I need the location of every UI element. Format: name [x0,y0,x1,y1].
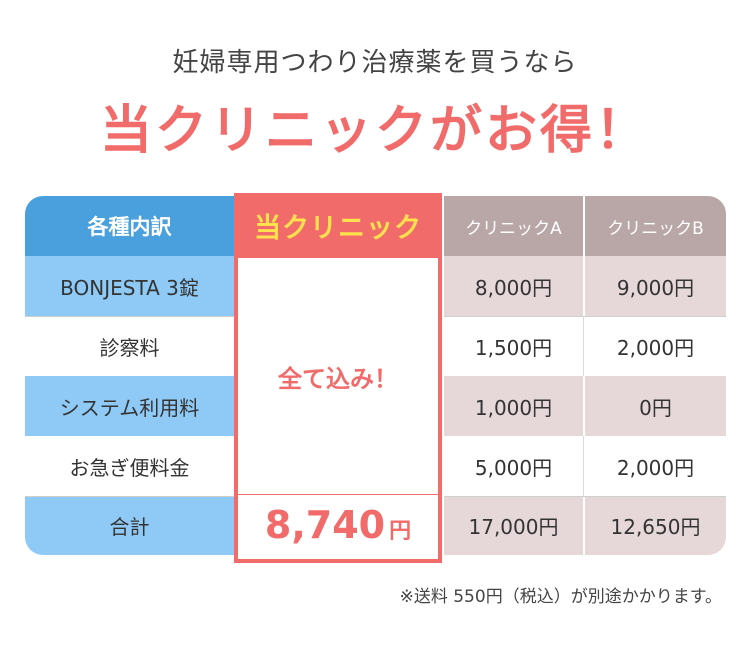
our-clinic-total-unit: 円 [389,519,412,544]
clinic-a-system-fee: 1,000円 [444,376,584,436]
row-label-system-fee: システム利用料 [25,376,234,436]
subtitle: 妊婦専用つわり治療薬を買うなら [172,48,578,78]
clinic-b-system-fee: 0円 [585,376,726,436]
our-clinic-column: 全て込み！ 8,740 円 [234,258,442,563]
clinic-a-consultation-price: 1,500円 [444,316,584,376]
clinic-a-total: 17,000円 [444,496,584,555]
row-divider [444,316,726,317]
our-clinic-divider [238,494,438,495]
clinic-b-bonjesta-price: 9,000円 [585,256,726,316]
all-included-label: 全て込み！ [278,364,398,393]
row-label-total: 合計 [25,496,234,555]
header-our-clinic: 当クリニック [234,193,442,258]
header-clinic-b: クリニックB [585,196,726,256]
header-category: 各種内訳 [25,196,234,256]
row-label-consultation: 診察料 [25,316,234,376]
headline: 当クリニックがお得！ [99,101,650,161]
row-label-bonjesta: BONJESTA 3錠 [25,256,234,316]
our-clinic-total-value: 8,740 [264,503,386,547]
price-comparison-table: 各種内訳 クリニックA クリニックB BONJESTA 3錠 8,000円 9,… [25,196,726,555]
clinic-a-express-fee: 5,000円 [444,436,584,496]
row-divider [444,496,726,497]
shipping-note: ※送料 550円（税込）が別途かかります。 [399,587,722,607]
clinic-b-consultation-price: 2,000円 [585,316,726,376]
our-clinic-total: 8,740 円 [238,495,438,559]
row-divider [25,496,234,497]
row-divider [25,316,234,317]
clinic-b-total: 12,650円 [585,496,726,555]
row-label-express-fee: お急ぎ便料金 [25,436,234,496]
clinic-b-express-fee: 2,000円 [585,436,726,496]
clinic-a-bonjesta-price: 8,000円 [444,256,584,316]
header-clinic-a: クリニックA [444,196,584,256]
